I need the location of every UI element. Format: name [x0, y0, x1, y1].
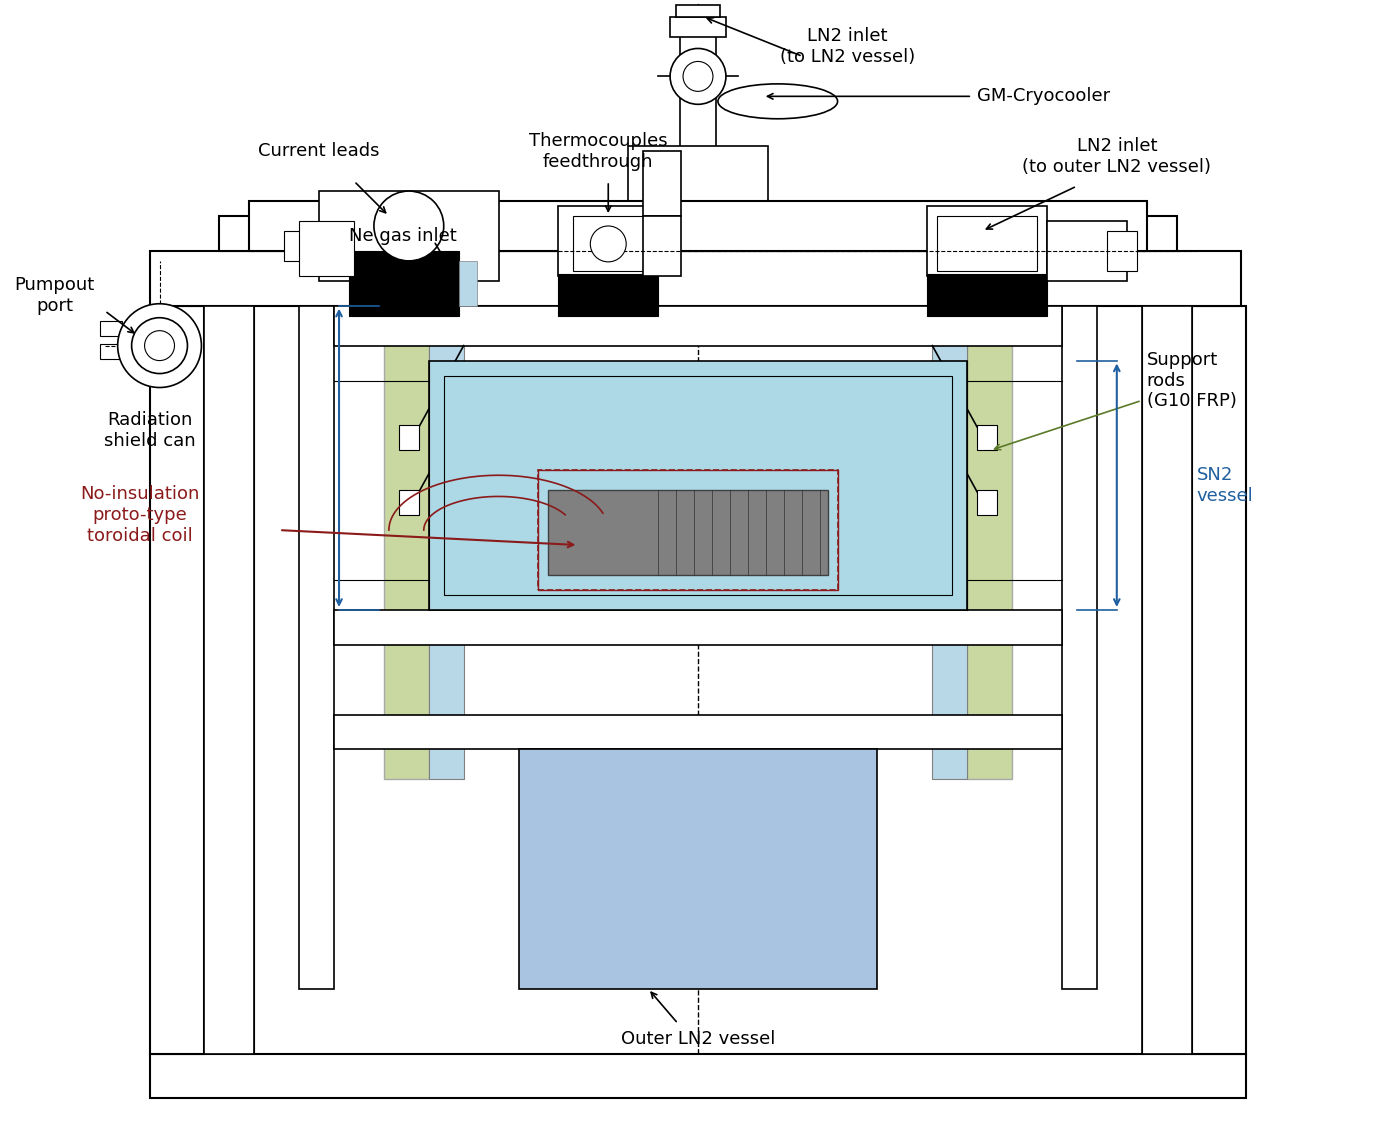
Bar: [558, 273, 658, 315]
Bar: [399, 425, 419, 451]
Text: Pumpout
port: Pumpout port: [15, 277, 95, 315]
Circle shape: [683, 61, 713, 92]
Bar: [628, 146, 768, 216]
Text: GM-Cryocooler: GM-Cryocooler: [977, 87, 1110, 105]
Bar: [1192, 306, 1247, 1053]
Bar: [574, 216, 644, 271]
Bar: [429, 331, 463, 780]
Bar: [219, 216, 1177, 251]
Bar: [304, 226, 329, 266]
Text: LN2 inlet
(to LN2 vessel): LN2 inlet (to LN2 vessel): [780, 27, 916, 66]
Bar: [1062, 306, 1097, 989]
Bar: [549, 490, 828, 575]
Bar: [299, 221, 355, 276]
Bar: [334, 714, 1062, 749]
Text: Support
rods
(G10 FRP): Support rods (G10 FRP): [1146, 350, 1237, 410]
Bar: [933, 331, 967, 780]
Bar: [518, 749, 878, 989]
Text: Radiation
shield can: Radiation shield can: [103, 411, 195, 450]
Text: SN2
vessel: SN2 vessel: [1196, 466, 1254, 505]
Text: LN2 inlet
(to outer LN2 vessel): LN2 inlet (to outer LN2 vessel): [1022, 137, 1212, 175]
Bar: [459, 261, 476, 306]
Bar: [644, 151, 681, 216]
Bar: [558, 206, 658, 276]
Bar: [399, 490, 419, 515]
Circle shape: [374, 191, 444, 261]
Circle shape: [131, 318, 187, 374]
Bar: [204, 306, 254, 1053]
Bar: [285, 231, 306, 261]
Circle shape: [145, 331, 174, 360]
Bar: [99, 321, 121, 336]
Bar: [320, 191, 498, 281]
Ellipse shape: [718, 84, 838, 119]
Bar: [149, 251, 1241, 306]
Bar: [937, 216, 1037, 271]
Bar: [670, 17, 726, 36]
Bar: [927, 273, 1047, 315]
Bar: [121, 338, 159, 354]
Bar: [349, 251, 459, 315]
Bar: [149, 306, 204, 1053]
Bar: [99, 344, 121, 358]
Text: Outer LN2 vessel: Outer LN2 vessel: [621, 1029, 775, 1048]
Bar: [967, 331, 1012, 780]
Bar: [977, 425, 997, 451]
Text: Ne gas inlet: Ne gas inlet: [349, 227, 456, 245]
Circle shape: [117, 304, 201, 388]
Bar: [680, 32, 716, 216]
Bar: [429, 360, 967, 610]
Circle shape: [591, 226, 627, 262]
Bar: [349, 251, 399, 315]
Bar: [444, 375, 952, 594]
Bar: [149, 1053, 1247, 1098]
Bar: [334, 306, 1062, 346]
Bar: [539, 470, 838, 590]
Bar: [299, 306, 334, 989]
Text: Thermocouples
feedthrough: Thermocouples feedthrough: [529, 132, 667, 171]
Text: Current leads: Current leads: [258, 142, 380, 160]
Bar: [539, 470, 838, 590]
Bar: [384, 331, 429, 780]
Bar: [334, 610, 1062, 645]
Bar: [1047, 221, 1127, 281]
Bar: [1142, 306, 1192, 1053]
Bar: [676, 5, 720, 17]
Bar: [644, 216, 681, 276]
Text: No-insulation
proto-type
toroidal coil: No-insulation proto-type toroidal coil: [80, 486, 200, 545]
Bar: [927, 206, 1047, 276]
Bar: [1107, 231, 1136, 271]
Bar: [977, 490, 997, 515]
Bar: [250, 201, 1146, 251]
Circle shape: [670, 49, 726, 104]
